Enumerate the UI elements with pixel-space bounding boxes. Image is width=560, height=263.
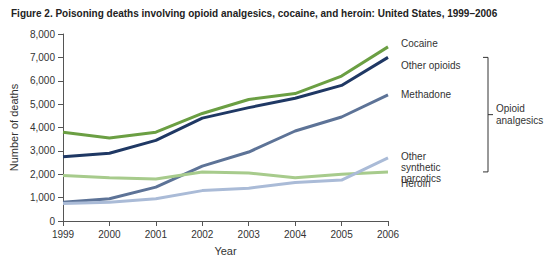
svg-text:2003: 2003 — [238, 229, 261, 240]
svg-text:Cocaine: Cocaine — [401, 38, 438, 49]
svg-text:synthetic: synthetic — [401, 162, 443, 173]
svg-text:2006: 2006 — [377, 229, 400, 240]
svg-text:Methadone: Methadone — [401, 89, 451, 100]
svg-text:7,000: 7,000 — [30, 52, 55, 63]
svg-text:6,000: 6,000 — [30, 75, 55, 86]
svg-text:5,000: 5,000 — [30, 99, 55, 110]
svg-text:2004: 2004 — [284, 229, 307, 240]
svg-text:1999: 1999 — [52, 229, 75, 240]
svg-text:0: 0 — [49, 216, 55, 227]
svg-text:Number of deaths: Number of deaths — [8, 83, 20, 171]
svg-text:2000: 2000 — [98, 229, 121, 240]
svg-text:2001: 2001 — [145, 229, 168, 240]
svg-text:8,000: 8,000 — [30, 29, 55, 40]
svg-text:2,000: 2,000 — [30, 169, 55, 180]
svg-text:3,000: 3,000 — [30, 145, 55, 156]
svg-text:Opioid: Opioid — [496, 103, 528, 114]
svg-text:Other: Other — [401, 151, 429, 162]
svg-text:Figure 2. Poisoning deaths inv: Figure 2. Poisoning deaths involving opi… — [11, 8, 498, 19]
svg-text:analgesics: analgesics — [496, 115, 543, 126]
svg-text:Year: Year — [214, 245, 237, 257]
svg-text:2002: 2002 — [191, 229, 214, 240]
svg-text:2005: 2005 — [330, 229, 353, 240]
svg-text:Heroin: Heroin — [401, 178, 430, 189]
svg-text:4,000: 4,000 — [30, 122, 55, 133]
svg-text:Other opioids: Other opioids — [401, 60, 460, 71]
svg-text:1,000: 1,000 — [30, 192, 55, 203]
